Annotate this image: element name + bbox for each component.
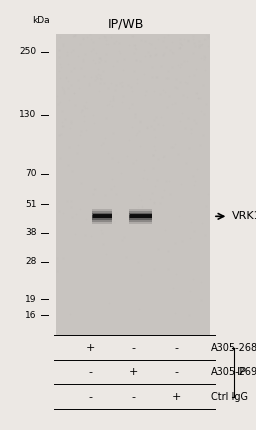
Text: 28: 28 bbox=[25, 257, 37, 266]
Text: 19: 19 bbox=[25, 295, 37, 304]
Text: -: - bbox=[174, 367, 178, 377]
Text: -: - bbox=[131, 343, 135, 353]
Text: 130: 130 bbox=[19, 110, 37, 119]
Text: 70: 70 bbox=[25, 169, 37, 178]
Bar bbox=[93, 214, 112, 218]
Text: IP: IP bbox=[237, 367, 247, 377]
Text: 38: 38 bbox=[25, 228, 37, 237]
Text: kDa: kDa bbox=[32, 16, 49, 25]
Bar bbox=[92, 215, 112, 218]
Bar bbox=[130, 214, 152, 218]
Text: Ctrl IgG: Ctrl IgG bbox=[211, 392, 248, 402]
Text: A305-268A: A305-268A bbox=[211, 343, 256, 353]
Bar bbox=[129, 211, 152, 222]
Bar bbox=[92, 209, 112, 224]
Text: VRK1: VRK1 bbox=[231, 211, 256, 221]
Bar bbox=[92, 211, 112, 222]
Text: +: + bbox=[86, 343, 95, 353]
Text: 250: 250 bbox=[19, 47, 37, 56]
Text: 51: 51 bbox=[25, 200, 37, 209]
Text: +: + bbox=[129, 367, 138, 377]
Bar bbox=[92, 213, 112, 220]
Bar bbox=[129, 213, 152, 220]
Text: +: + bbox=[172, 392, 181, 402]
Text: -: - bbox=[174, 343, 178, 353]
Text: IP/WB: IP/WB bbox=[107, 17, 144, 30]
Text: -: - bbox=[88, 392, 92, 402]
Text: A305-269A: A305-269A bbox=[211, 367, 256, 377]
Bar bbox=[129, 209, 152, 224]
Text: -: - bbox=[131, 392, 135, 402]
Text: 16: 16 bbox=[25, 311, 37, 320]
Text: -: - bbox=[88, 367, 92, 377]
Bar bbox=[129, 215, 152, 218]
